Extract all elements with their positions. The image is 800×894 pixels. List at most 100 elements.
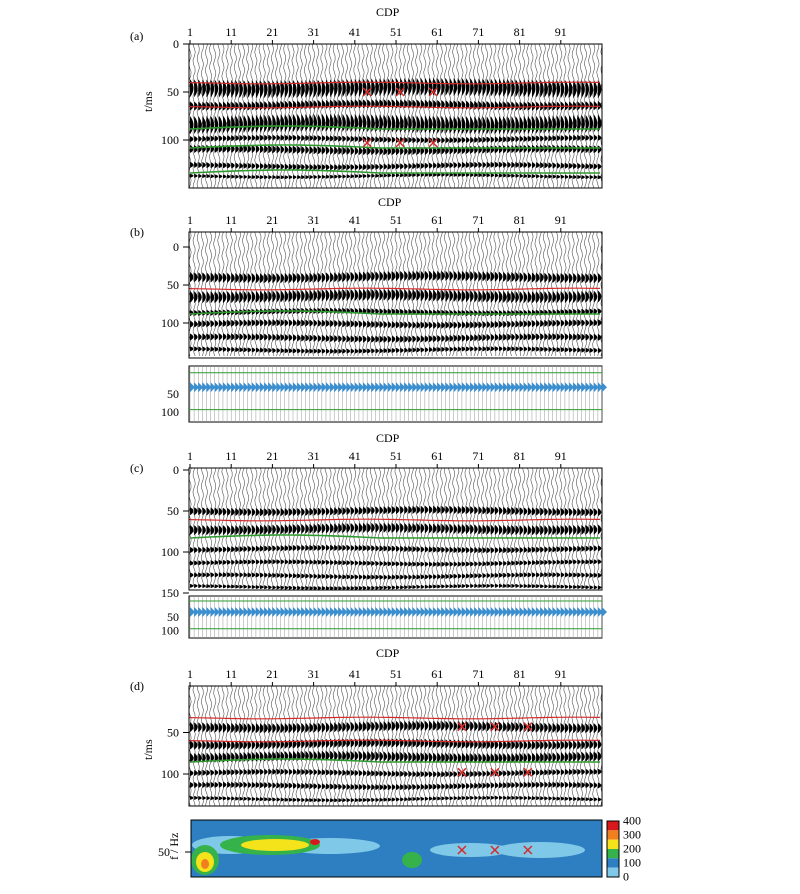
colorbar-segment [607,849,619,859]
blue-arrow [494,606,500,617]
reflection-lobe [375,163,379,170]
reflection-lobe [268,163,272,170]
reflection-lobe [400,770,404,777]
reflection-lobe [396,321,400,329]
reflection-lobe [317,79,322,98]
reflection-lobe [577,797,581,802]
reflection-lobe [536,740,540,750]
reflection-lobe [321,544,326,551]
reflection-lobe [552,135,557,142]
reflection-lobe [206,769,210,776]
reflection-lobe [264,134,268,141]
reflection-lobe [342,507,346,516]
reflection-lobe [573,319,577,327]
seismic-trace [340,44,344,188]
reflection-lobe [577,572,581,578]
reflection-lobe [428,505,433,514]
reflection-lobe [420,172,425,177]
reflection-lobe [424,738,429,748]
cdp-tick-label: 81 [514,667,526,681]
seismic-trace [439,468,443,589]
reflection-lobe [379,348,384,354]
reflection-lobe [342,135,346,142]
reflection-lobe [198,546,202,553]
reflection-lobe [218,115,223,134]
reflection-lobe [222,507,227,516]
reflection-lobe [293,175,297,180]
reflection-lobe [581,723,585,734]
blue-arrow [523,606,529,617]
reflection-lobe [350,320,355,328]
reflection-lobe [272,290,276,303]
reflection-lobe [227,572,231,578]
reflection-lobe [548,769,552,776]
reflection-lobe [198,101,202,111]
reflection-lobe [334,307,338,314]
reflection-lobe [499,506,503,515]
reflection-lobe [569,174,573,179]
reflection-lobe [272,163,276,170]
reflection-lobe [371,770,375,777]
reflection-lobe [602,524,606,534]
reflection-lobe [494,583,499,588]
reflection-lobe [301,348,305,354]
reflection-lobe [564,752,569,763]
reflection-lobe [523,135,528,142]
reflection-lobe [453,771,458,778]
reflection-lobe [445,100,449,110]
reflection-lobe [482,321,487,329]
reflection-lobe [466,753,470,764]
reflection-lobe [519,333,524,341]
reflection-lobe [503,740,507,750]
reflection-lobe [519,525,524,536]
reflection-lobe [293,723,297,734]
reflection-lobe [247,572,252,578]
reflection-lobe [251,781,256,788]
reflection-lobe [424,347,429,353]
reflection-lobe [445,346,449,352]
time-tick-label: 50 [167,726,179,740]
reflection-lobe [569,559,573,565]
reflection-lobe [564,333,569,341]
reflection-lobe [301,768,305,775]
reflection-lobe [338,272,342,283]
seismic-trace [410,44,415,188]
reflection-lobe [243,559,248,565]
reflection-lobe [202,79,206,98]
reflection-lobe [391,163,396,170]
blue-arrow [585,606,591,617]
reflection-lobe [358,798,363,803]
blue-arrow [387,382,393,393]
reflection-lobe [321,174,326,179]
reflection-lobe [490,321,495,329]
reflection-lobe [371,335,375,343]
blue-arrow [404,382,410,393]
reflection-lobe [396,271,400,282]
reflection-lobe [210,796,215,801]
reflection-lobe [313,174,318,179]
reflection-lobe [564,80,569,99]
blue-arrow [317,606,323,617]
reflection-lobe [461,334,466,342]
reflection-lobe [511,136,515,143]
reflection-lobe [354,135,359,142]
reflection-lobe [350,750,355,761]
blue-arrow [293,606,298,617]
reflection-lobe [350,135,355,142]
reflection-lobe [474,524,478,535]
reflection-lobe [544,740,548,750]
reflection-lobe [441,270,445,281]
reflection-lobe [264,751,268,762]
reflection-lobe [251,273,256,284]
reflection-lobe [494,173,499,178]
reflection-lobe [227,740,231,750]
seismic-trace [497,44,501,188]
reflection-lobe [309,348,313,354]
reflection-lobe [231,319,235,327]
colorbar-segment [607,839,619,849]
reflection-lobe [478,753,482,764]
reflection-lobe [441,100,445,110]
reflection-lobe [482,547,487,554]
reflection-lobe [194,795,198,800]
blue-arrow [408,606,414,617]
